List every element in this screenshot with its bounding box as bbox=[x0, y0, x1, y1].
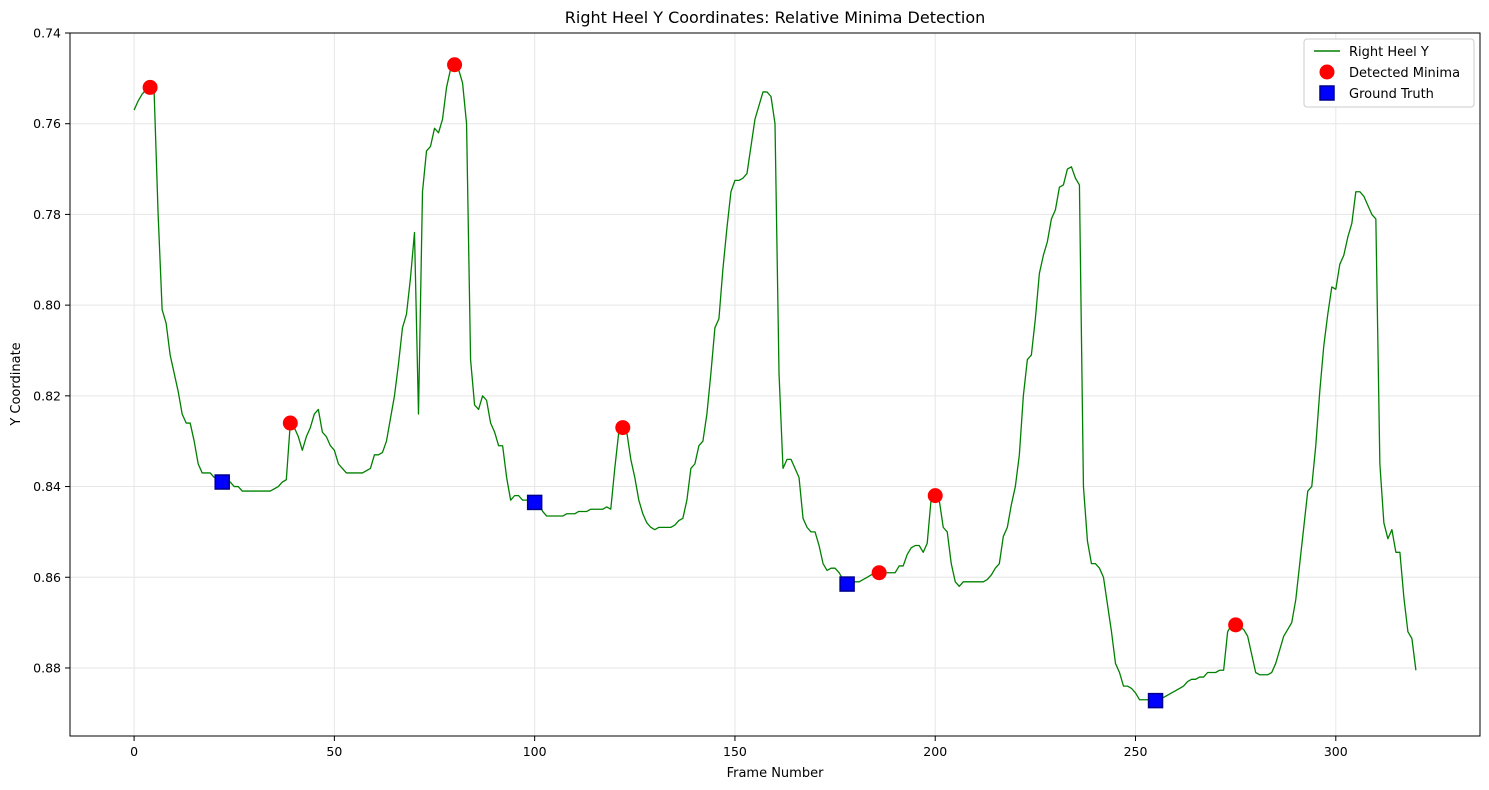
detected-minima-point bbox=[447, 57, 463, 73]
legend-label-detected-minima: Detected Minima bbox=[1349, 66, 1460, 81]
series-line-right-heel-y bbox=[133, 64, 1417, 702]
ground-truth-point bbox=[526, 494, 543, 511]
detected-minima-point bbox=[282, 415, 298, 431]
plot-area bbox=[133, 57, 1417, 709]
legend-label-ground-truth: Ground Truth bbox=[1349, 87, 1434, 102]
y-tick-label: 0.88 bbox=[33, 660, 61, 675]
y-axis-label: Y Coordinate bbox=[9, 342, 24, 426]
detected-minima-point bbox=[615, 420, 631, 436]
x-tick-label: 0 bbox=[130, 744, 138, 759]
legend-box bbox=[1303, 38, 1475, 108]
x-tick-label: 100 bbox=[523, 744, 547, 759]
y-tick-label: 0.74 bbox=[33, 26, 61, 41]
y-tick-label: 0.82 bbox=[33, 388, 61, 403]
axes-frame bbox=[69, 32, 1481, 737]
detected-minima-point bbox=[1228, 617, 1244, 633]
y-tick-label: 0.76 bbox=[33, 116, 61, 131]
legend-label-right-heel-y: Right Heel Y bbox=[1349, 45, 1429, 60]
detected-minima-point bbox=[142, 79, 158, 95]
legend-ground-truth-swatch bbox=[1319, 85, 1335, 101]
ground-truth-point bbox=[1147, 692, 1164, 709]
chart-title: Right Heel Y Coordinates: Relative Minim… bbox=[565, 8, 986, 27]
y-tick-label: 0.86 bbox=[33, 570, 61, 585]
x-axis: 0 50 100 150 200 250 300 bbox=[130, 736, 1348, 759]
y-axis: 0.74 0.76 0.78 0.80 0.82 0.84 0.86 0.88 bbox=[33, 26, 70, 675]
detected-minima-point bbox=[871, 565, 887, 581]
ground-truth-point bbox=[839, 576, 855, 592]
x-tick-label: 50 bbox=[326, 744, 342, 759]
legend: Right Heel Y Detected Minima Ground Trut… bbox=[1303, 38, 1475, 108]
y-tick-label: 0.78 bbox=[33, 207, 61, 222]
ground-truth-point bbox=[214, 474, 230, 490]
grid bbox=[70, 32, 1480, 736]
x-tick-label: 300 bbox=[1324, 744, 1348, 759]
y-tick-label: 0.80 bbox=[33, 298, 61, 313]
x-tick-label: 150 bbox=[723, 744, 747, 759]
y-tick-label: 0.84 bbox=[33, 479, 61, 494]
detected-minima-point bbox=[927, 488, 943, 504]
x-tick-label: 250 bbox=[1124, 744, 1148, 759]
x-tick-label: 200 bbox=[923, 744, 947, 759]
legend-minima-swatch bbox=[1319, 64, 1335, 80]
x-axis-label: Frame Number bbox=[727, 766, 825, 781]
